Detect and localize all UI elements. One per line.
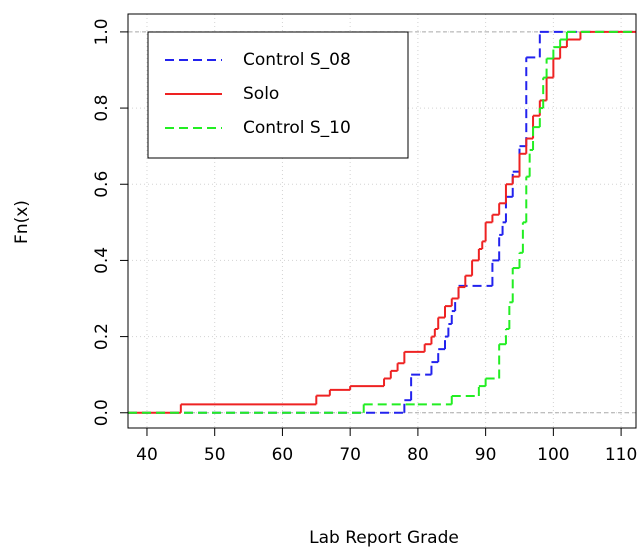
y-tick-label: 1.0: [92, 18, 112, 45]
legend-label: Control S_10: [243, 118, 351, 138]
x-tick-label: 60: [272, 445, 294, 465]
x-tick-label: 40: [136, 445, 158, 465]
x-tick-label: 50: [204, 445, 226, 465]
y-tick-label: 0.2: [92, 323, 112, 350]
legend-label: Solo: [243, 84, 279, 104]
x-tick-label: 80: [407, 445, 429, 465]
legend-label: Control S_08: [243, 50, 351, 70]
y-tick-label: 0.6: [92, 171, 112, 198]
x-tick-label: 100: [537, 445, 569, 465]
y-tick-label: 0.8: [92, 95, 112, 122]
x-tick-label: 110: [605, 445, 637, 465]
y-tick-label: 0.4: [92, 247, 112, 274]
x-tick-label: 70: [339, 445, 361, 465]
y-tick-label: 0.0: [92, 399, 112, 426]
y-axis-label: Fn(x): [12, 200, 32, 244]
x-tick-label: 90: [475, 445, 497, 465]
x-axis-label: Lab Report Grade: [309, 528, 459, 548]
plot-frame: [127, 13, 637, 429]
